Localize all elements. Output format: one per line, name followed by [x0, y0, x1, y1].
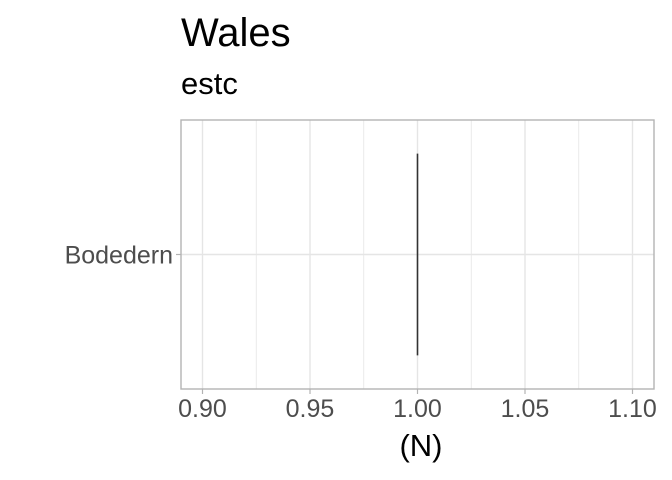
- x-tick-label: 1.05: [501, 395, 550, 423]
- chart-title: Wales: [181, 11, 291, 55]
- x-tick-label: 0.95: [286, 395, 335, 423]
- x-tick-label: 1.00: [393, 395, 442, 423]
- y-tick-label: Bodedern: [65, 242, 173, 270]
- x-tick-label: 1.10: [608, 395, 657, 423]
- plot-panel: [180, 119, 655, 390]
- chart-subtitle: estc: [181, 66, 238, 101]
- x-axis-title: (N): [399, 428, 442, 463]
- x-tick-label: 0.90: [178, 395, 227, 423]
